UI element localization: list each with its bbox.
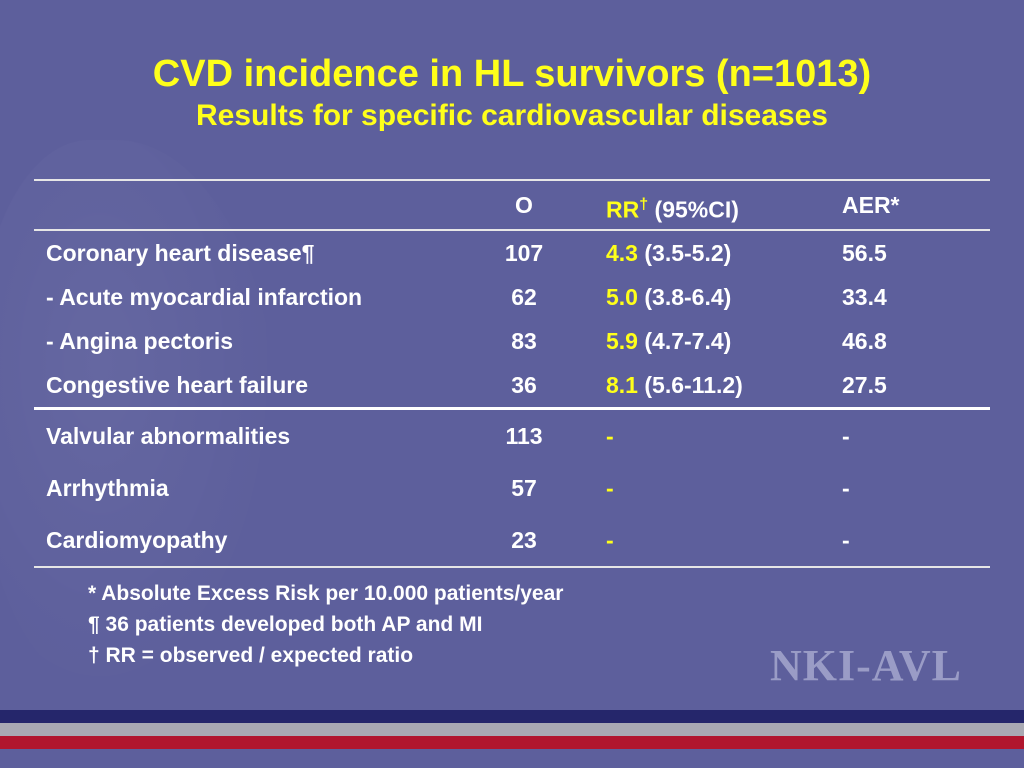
header-rr-dagger: † — [639, 196, 649, 213]
row-rr: - — [606, 423, 614, 449]
slide-subtitle: Results for specific cardiovascular dise… — [196, 99, 828, 132]
header-rr: RR† (95%CI) — [606, 181, 739, 234]
row-label: - Acute myocardial infarction — [46, 284, 363, 310]
row-ci: (5.6-11.2) — [644, 372, 743, 398]
row-label: Arrhythmia — [46, 475, 169, 501]
row-rr: 5.9 — [606, 328, 638, 354]
row-o: 62 — [511, 284, 537, 310]
table-top-rule — [34, 179, 990, 181]
row-label: Coronary heart disease¶ — [46, 240, 315, 266]
row-label: Valvular abnormalities — [46, 423, 291, 449]
footnote-dagger: † RR = observed / expected ratio — [88, 644, 414, 667]
nki-avl-logo: NKI-AVL — [770, 641, 963, 690]
row-label: - Angina pectoris — [46, 328, 233, 354]
row-rr-ci: 5.9 (4.7-7.4) — [606, 319, 731, 363]
row-rr: 8.1 — [606, 372, 638, 398]
row-aer: - — [842, 527, 850, 553]
footer-stripe-base — [0, 749, 1024, 768]
results-table: O RR† (95%CI) AER* Coronary heart diseas… — [34, 179, 990, 568]
background-watermark-shape — [0, 140, 280, 700]
row-rr: - — [606, 527, 614, 553]
row-o: 107 — [504, 240, 544, 266]
row-ci: (3.5-5.2) — [644, 240, 732, 266]
header-rr-label: RR — [606, 196, 640, 223]
row-aer: 33.4 — [842, 284, 887, 310]
table-row: - Acute myocardial infarction 62 5.0 (3.… — [34, 275, 990, 319]
footnote-aer: * Absolute Excess Risk per 10.000 patien… — [88, 582, 564, 605]
table-row: Arrhythmia 57 - - — [34, 462, 990, 514]
row-rr: - — [606, 475, 614, 501]
row-aer: 56.5 — [842, 240, 887, 266]
row-ci: (4.7-7.4) — [644, 328, 732, 354]
row-rr: 4.3 — [606, 240, 638, 266]
footnotes: * Absolute Excess Risk per 10.000 patien… — [88, 578, 563, 671]
header-ci: (95%CI) — [654, 196, 739, 223]
row-label: Cardiomyopathy — [46, 527, 228, 553]
row-rr-ci: 5.0 (3.8-6.4) — [606, 275, 731, 319]
row-aer: 46.8 — [842, 328, 887, 354]
header-o: O — [515, 192, 533, 218]
row-o: 23 — [511, 527, 537, 553]
header-aer: AER* — [842, 192, 900, 218]
row-o: 113 — [505, 423, 543, 449]
row-aer: 27.5 — [842, 372, 887, 398]
table-row: - Angina pectoris 83 5.9 (4.7-7.4) 46.8 — [34, 319, 990, 363]
row-o: 36 — [511, 372, 537, 398]
row-ci: (3.8-6.4) — [644, 284, 732, 310]
footnote-pilcrow: ¶ 36 patients developed both AP and MI — [88, 613, 483, 636]
footer-stripe-navy — [0, 710, 1024, 723]
table-header-row: O RR† (95%CI) AER* — [34, 181, 990, 229]
row-o: 57 — [511, 475, 537, 501]
table-row: Cardiomyopathy 23 - - — [34, 514, 990, 566]
table-bottom-rule — [34, 566, 990, 568]
row-aer: - — [842, 423, 850, 449]
row-aer: - — [842, 475, 850, 501]
table-row: Valvular abnormalities 113 - - — [34, 410, 990, 462]
row-label: Congestive heart failure — [46, 372, 309, 398]
row-rr-ci: 4.3 (3.5-5.2) — [606, 231, 731, 275]
footer-stripe-red — [0, 736, 1024, 749]
row-rr-ci: 8.1 (5.6-11.2) — [606, 363, 743, 407]
header-rule — [34, 229, 990, 231]
title-block: CVD incidence in HL survivors (n=1013) R… — [0, 52, 1024, 134]
group-separator-rule — [34, 407, 990, 410]
row-rr: 5.0 — [606, 284, 638, 310]
table-row: Coronary heart disease¶ 107 4.3 (3.5-5.2… — [34, 231, 990, 275]
row-o: 83 — [511, 328, 537, 354]
footer-stripe-gray — [0, 723, 1024, 736]
slide-title: CVD incidence in HL survivors (n=1013) — [152, 53, 872, 95]
table-row: Congestive heart failure 36 8.1 (5.6-11.… — [34, 363, 990, 407]
